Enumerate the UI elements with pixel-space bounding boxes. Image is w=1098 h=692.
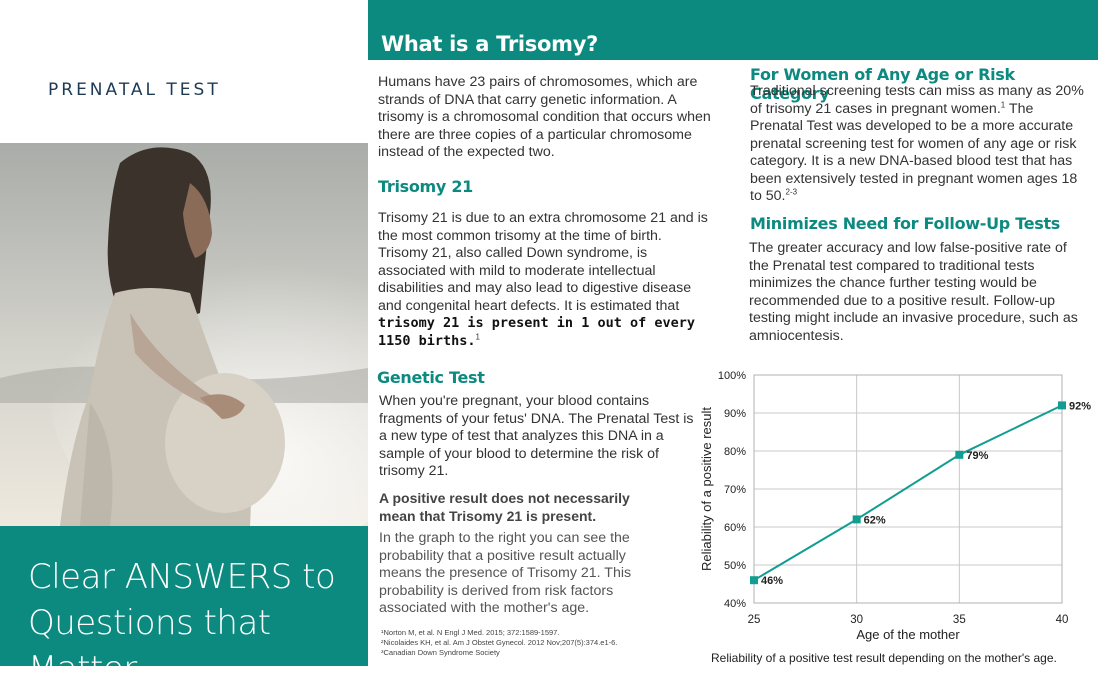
cover-title-line2: Questions that Matter bbox=[28, 603, 271, 689]
data-point bbox=[955, 450, 964, 459]
brand-logo: PRENATAL TEST bbox=[48, 80, 221, 100]
y-tick-label: 100% bbox=[718, 370, 746, 382]
data-point bbox=[852, 515, 861, 524]
x-axis-title: Age of the mother bbox=[856, 627, 960, 642]
data-label: 92% bbox=[1069, 400, 1091, 412]
data-point bbox=[750, 576, 758, 585]
women-text-b: The Prenatal Test was developed to be a … bbox=[750, 100, 1078, 205]
women-text-a: Traditional screening tests can miss as … bbox=[750, 83, 1084, 117]
cover-title-line1: Clear ANSWERS to bbox=[28, 557, 336, 597]
trisomy21-bold: trisomy 21 is present in 1 out of every … bbox=[378, 315, 695, 349]
footnote-3: ³Canadian Down Syndrome Society bbox=[381, 648, 500, 657]
pregnant-woman-photo bbox=[0, 143, 368, 526]
genetic-test-paragraph: When you're pregnant, your blood contain… bbox=[379, 393, 694, 479]
data-label: 46% bbox=[761, 575, 783, 587]
header-bar bbox=[368, 0, 1098, 60]
reliability-chart-svg: 40% 50% 60% 70% 80% 90% 100% 25 30 35 40 46% 62% 79% 9… bbox=[699, 370, 1091, 642]
trisomy21-ref: 1 bbox=[475, 331, 480, 341]
followup-paragraph: The greater accuracy and low false-posit… bbox=[749, 240, 1078, 344]
footnotes: ¹Norton M, et al. N Engl J Med. 2015; 37… bbox=[381, 628, 617, 658]
data-label: 62% bbox=[864, 514, 886, 526]
trisomy21-text: Trisomy 21 is due to an extra chromosome… bbox=[378, 210, 708, 314]
x-tick-label: 40 bbox=[1056, 614, 1069, 626]
women-ref-b: 2-3 bbox=[785, 187, 798, 197]
women-ref-a: 1 bbox=[1000, 99, 1006, 109]
women-heading: For Women of Any Age or Risk Category bbox=[750, 65, 1015, 103]
cover-banner: Clear ANSWERS to Questions that Matter bbox=[0, 526, 368, 689]
page-title: What is a Trisomy? bbox=[381, 32, 598, 56]
series-line bbox=[753, 404, 1063, 582]
genetic-test-heading: Genetic Test bbox=[377, 368, 485, 387]
y-tick-label: 50% bbox=[724, 560, 746, 572]
x-tick-label: 30 bbox=[850, 614, 863, 626]
trisomy21-paragraph: Trisomy 21 is due to an extra chromosome… bbox=[378, 210, 713, 350]
x-tick-label: 35 bbox=[953, 614, 966, 626]
photo-illustration bbox=[0, 143, 368, 526]
plot-frame bbox=[753, 374, 1063, 604]
intro-paragraph: Humans have 23 pairs of chromosomes, whi… bbox=[378, 74, 711, 160]
left-column: PRENATAL TEST bbox=[0, 0, 368, 689]
reliability-chart: 40% 50% 60% 70% 80% 90% 100% 25 30 35 40 46% 62% 79% 9… bbox=[696, 366, 1098, 666]
footnote-1: ¹Norton M, et al. N Engl J Med. 2015; 37… bbox=[381, 628, 560, 637]
y-tick-label: 80% bbox=[724, 446, 746, 458]
trisomy21-heading: Trisomy 21 bbox=[378, 177, 473, 196]
chart-caption: Reliability of a positive test result de… bbox=[711, 651, 1057, 665]
y-tick-label: 40% bbox=[724, 598, 746, 610]
followup-heading: Minimizes Need for Follow-Up Tests bbox=[750, 214, 1061, 233]
data-point bbox=[1058, 401, 1066, 410]
y-tick-label: 70% bbox=[724, 484, 746, 496]
cover-title: Clear ANSWERS to Questions that Matter bbox=[28, 554, 358, 692]
y-axis-title: Reliability of a positive result bbox=[699, 407, 714, 571]
women-paragraph: Traditional screening tests can miss as … bbox=[750, 83, 1090, 206]
positive-result-note: A positive result does not necessarily m… bbox=[379, 490, 630, 524]
data-label: 79% bbox=[966, 450, 988, 462]
graph-explanation-paragraph: In the graph to the right you can see th… bbox=[379, 530, 632, 616]
footnote-2: ²Nicolaides KH, et al. Am J Obstet Gynec… bbox=[381, 638, 618, 647]
x-tick-label: 25 bbox=[748, 614, 761, 626]
y-tick-label: 90% bbox=[724, 408, 746, 420]
y-tick-label: 60% bbox=[724, 522, 746, 534]
